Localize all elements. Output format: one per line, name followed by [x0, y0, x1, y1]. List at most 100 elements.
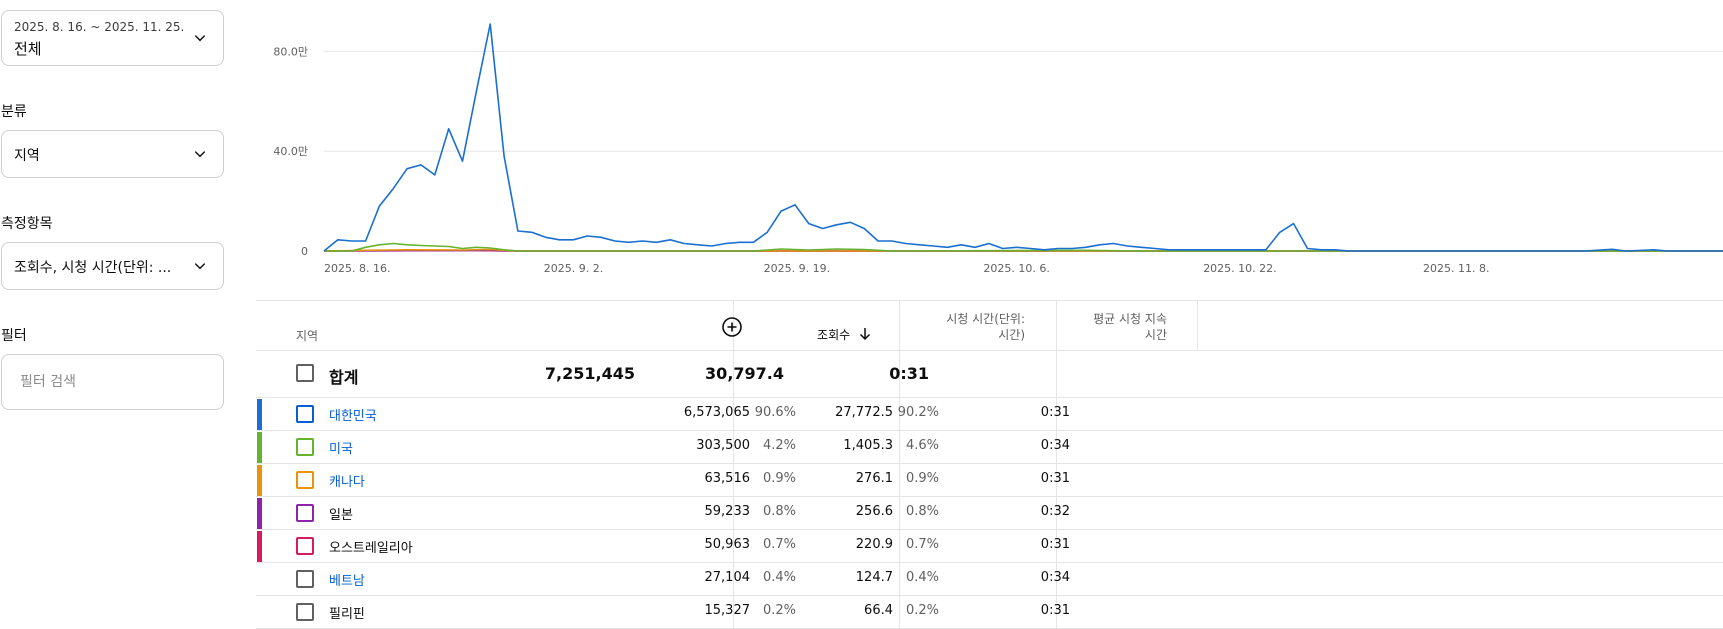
- date-range-value: 전체: [14, 40, 42, 58]
- total-watch-time: 30,797.4: [705, 364, 784, 383]
- views-value: 27,104: [704, 570, 751, 585]
- views-percent: 0.2%: [762, 603, 796, 618]
- total-avg-duration: 0:31: [889, 364, 929, 383]
- views-value: 50,963: [704, 537, 751, 552]
- y-tick-label: 80.0만: [273, 45, 308, 58]
- column-header-avg-duration[interactable]: 평균 시청 지속 시간: [1093, 312, 1167, 342]
- y-tick-label: 0: [301, 245, 308, 258]
- arrow-down-icon: [859, 328, 871, 341]
- total-views: 7,251,445: [544, 364, 635, 383]
- region-name[interactable]: 미국: [329, 442, 353, 457]
- table-row: 베트남 27,104 0.4% 124.7 0.4% 0:34: [256, 562, 1723, 595]
- views-percent: 4.2%: [762, 438, 796, 453]
- x-tick-label: 2025. 10. 22.: [1203, 262, 1276, 275]
- column-header-watch-time[interactable]: 시청 시간(단위: 시간): [946, 312, 1025, 342]
- x-tick-label: 2025. 9. 2.: [544, 262, 603, 275]
- table-row: 미국 303,500 4.2% 1,405.3 4.6% 0:34: [256, 430, 1723, 463]
- avg-duration-value: 0:31: [1040, 603, 1070, 618]
- watch-time-percent: 90.2%: [897, 405, 939, 420]
- table-row: 필리핀 15,327 0.2% 66.4 0.2% 0:31: [256, 595, 1723, 628]
- watch-time-value: 1,405.3: [843, 438, 893, 453]
- views-value: 15,327: [704, 603, 751, 618]
- views-percent: 0.7%: [762, 537, 796, 552]
- date-range-text: 2025. 8. 16. ~ 2025. 11. 25.: [14, 20, 185, 34]
- table-row: 오스트레일리아 50,963 0.7% 220.9 0.7% 0:31: [256, 529, 1723, 562]
- watch-time-percent: 0.8%: [905, 504, 939, 519]
- watch-time-value: 66.4: [864, 603, 893, 618]
- series-color-bar: [257, 399, 262, 430]
- views-value: 303,500: [696, 438, 750, 453]
- x-tick-label: 2025. 11. 8.: [1423, 262, 1489, 275]
- views-percent: 0.8%: [762, 504, 796, 519]
- region-name[interactable]: 캐나다: [329, 475, 365, 490]
- y-tick-label: 40.0만: [273, 145, 308, 158]
- region-name: 오스트레일리아: [329, 541, 413, 556]
- table-row: 일본 59,233 0.8% 256.6 0.8% 0:32: [256, 496, 1723, 529]
- row-checkbox[interactable]: [296, 570, 314, 588]
- row-checkbox[interactable]: [296, 504, 314, 522]
- metrics-value: 조회수, 시청 시간(단위: ...: [14, 260, 172, 276]
- avg-duration-value: 0:31: [1040, 537, 1070, 552]
- series-color-bar: [257, 465, 262, 496]
- row-checkbox[interactable]: [296, 537, 314, 555]
- plus-circle-icon: [722, 317, 742, 337]
- watch-time-value: 27,772.5: [835, 405, 893, 420]
- category-label: 분류: [1, 104, 27, 120]
- metrics-label: 측정항목: [1, 216, 53, 232]
- avg-duration-value: 0:32: [1040, 504, 1070, 519]
- series-color-bar: [257, 531, 262, 562]
- total-checkbox[interactable]: [296, 364, 314, 382]
- views-value: 63,516: [704, 471, 751, 486]
- row-checkbox[interactable]: [296, 438, 314, 456]
- total-label: 합계: [329, 368, 359, 387]
- row-checkbox[interactable]: [296, 405, 314, 423]
- metrics-dropdown[interactable]: 조회수, 시청 시간(단위: ...: [1, 242, 224, 290]
- avg-duration-value: 0:31: [1040, 405, 1070, 420]
- x-tick-label: 2025. 8. 16.: [324, 262, 390, 275]
- date-range-dropdown[interactable]: 2025. 8. 16. ~ 2025. 11. 25. 전체: [1, 10, 224, 66]
- add-column-button[interactable]: [721, 316, 743, 338]
- views-percent: 90.6%: [754, 405, 796, 420]
- filter-search-input[interactable]: [1, 354, 224, 410]
- avg-duration-value: 0:34: [1040, 570, 1070, 585]
- category-dropdown[interactable]: 지역: [1, 130, 224, 178]
- row-checkbox[interactable]: [296, 603, 314, 621]
- watch-time-percent: 0.2%: [905, 603, 939, 618]
- filter-label: 필터: [1, 328, 27, 344]
- views-value: 59,233: [704, 504, 751, 519]
- x-tick-label: 2025. 10. 6.: [983, 262, 1049, 275]
- chevron-down-icon: [194, 263, 206, 270]
- region-name[interactable]: 대한민국: [329, 409, 377, 424]
- line-chart: 0 40.0만 80.0만 2025. 8. 16. 2025. 9. 2. 2025. …: [273, 23, 1723, 275]
- column-header-views[interactable]: 조회수: [796, 327, 872, 343]
- series-line: [324, 242, 1723, 252]
- chevron-down-icon: [194, 151, 206, 158]
- views-value: 6,573,065: [683, 405, 750, 420]
- watch-time-value: 124.7: [855, 570, 893, 585]
- table-row: 캐나다 63,516 0.9% 276.1 0.9% 0:31: [256, 463, 1723, 496]
- watch-time-percent: 0.4%: [905, 570, 939, 585]
- watch-time-percent: 0.9%: [905, 471, 939, 486]
- views-percent: 0.9%: [762, 471, 796, 486]
- avg-duration-value: 0:31: [1040, 471, 1070, 486]
- region-name[interactable]: 베트남: [329, 574, 365, 589]
- region-name: 필리핀: [329, 607, 365, 622]
- column-header-region[interactable]: 지역: [296, 329, 319, 343]
- views-percent: 0.4%: [762, 570, 796, 585]
- x-tick-label: 2025. 9. 19.: [764, 262, 830, 275]
- region-name: 일본: [329, 508, 353, 523]
- table-row: 대한민국 6,573,065 90.6% 27,772.5 90.2% 0:31: [256, 397, 1723, 430]
- watch-time-percent: 0.7%: [905, 537, 939, 552]
- watch-time-value: 220.9: [855, 537, 893, 552]
- watch-time-value: 256.6: [855, 504, 893, 519]
- category-value: 지역: [14, 148, 40, 164]
- series-line: [323, 23, 1723, 252]
- series-color-bar: [257, 498, 262, 529]
- avg-duration-value: 0:34: [1040, 438, 1070, 453]
- series-color-bar: [257, 432, 262, 463]
- watch-time-value: 276.1: [855, 471, 893, 486]
- chevron-down-icon: [194, 35, 206, 42]
- column-header-views-label: 조회수: [817, 328, 851, 342]
- row-checkbox[interactable]: [296, 471, 314, 489]
- watch-time-percent: 4.6%: [905, 438, 939, 453]
